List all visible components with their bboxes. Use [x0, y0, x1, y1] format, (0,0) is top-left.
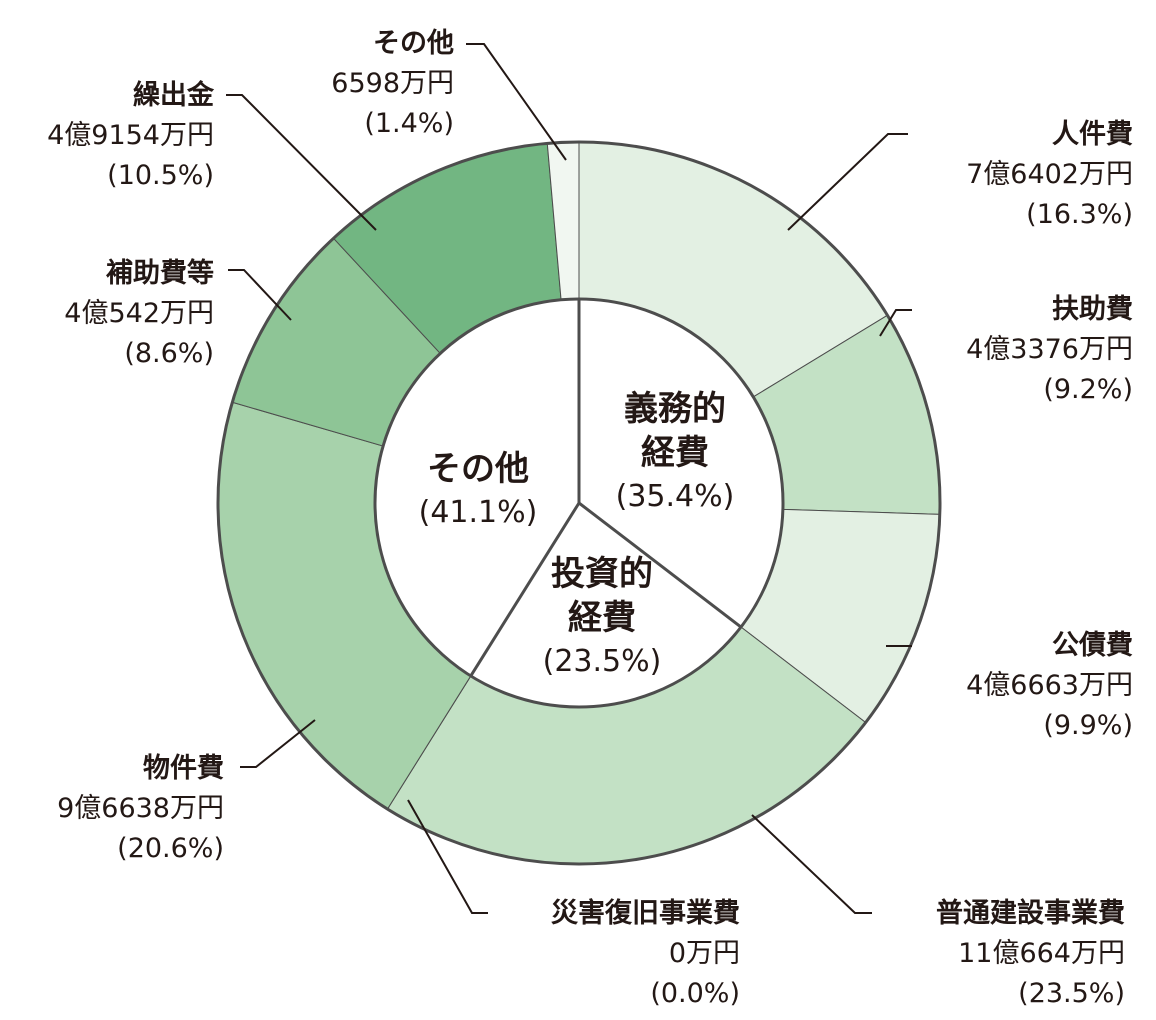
label-name-2: 公債費 — [1052, 630, 1133, 661]
label-name-8: その他 — [373, 28, 454, 59]
label-amount-5: 9億6638万円 — [57, 793, 224, 824]
inner-group-pct-2: (41.1%) — [419, 495, 538, 530]
inner-group-name-2-0: その他 — [427, 449, 529, 489]
label-amount-4: 0万円 — [669, 938, 740, 969]
label-amount-7: 4億9154万円 — [47, 120, 214, 151]
label-name-4: 災害復旧事業費 — [551, 897, 740, 929]
label-pct-0: (16.3%) — [1026, 199, 1133, 230]
label-name-1: 扶助費 — [1052, 294, 1133, 325]
label-pct-6: (8.6%) — [124, 338, 214, 369]
label-pct-8: (1.4%) — [364, 108, 454, 139]
label-name-0: 人件費 — [1052, 119, 1133, 150]
leader-line-6 — [228, 269, 292, 321]
label-pct-1: (9.2%) — [1043, 374, 1133, 405]
inner-group-name-1-1: 経費 — [568, 598, 636, 638]
inner-dividers — [469, 299, 742, 677]
inner-group-pct-1: (23.5%) — [543, 644, 662, 679]
inner-group-name-0-0: 義務的 — [624, 389, 726, 429]
inner-group-pct-0: (35.4%) — [616, 479, 735, 514]
label-amount-3: 11億664万円 — [958, 938, 1125, 969]
leader-line-3 — [751, 814, 872, 914]
label-pct-7: (10.5%) — [107, 160, 214, 191]
label-pct-5: (20.6%) — [117, 833, 224, 864]
leader-line-8 — [466, 43, 567, 161]
label-amount-1: 4億3376万円 — [966, 334, 1133, 365]
leader-lines — [226, 43, 912, 914]
leader-line-0 — [787, 133, 908, 231]
outer-ring-border — [216, 140, 942, 866]
label-pct-3: (23.5%) — [1018, 978, 1125, 1009]
label-pct-4: (0.0%) — [650, 978, 740, 1009]
label-amount-2: 4億6663万円 — [966, 670, 1133, 701]
inner-group-name-0-1: 経費 — [641, 433, 709, 473]
label-pct-2: (9.9%) — [1043, 710, 1133, 741]
label-name-7: 繰出金 — [133, 79, 215, 111]
leader-line-4 — [407, 799, 488, 914]
outer-labels: 人件費 7億6402万円 (16.3%) 扶助費 4億3376万円 (9.2%) 公債費 4億… — [47, 28, 1133, 1009]
label-amount-6: 4億542万円 — [64, 298, 214, 329]
leader-line-5 — [240, 719, 316, 768]
label-amount-0: 7億6402万円 — [966, 159, 1133, 190]
group-divider-2 — [469, 502, 581, 677]
label-name-3: 普通建設事業費 — [936, 897, 1125, 929]
group-divider-1 — [578, 501, 742, 629]
label-amount-8: 6598万円 — [331, 68, 454, 99]
inner-group-name-1-0: 投資的 — [551, 554, 653, 594]
leader-line-7 — [226, 94, 377, 231]
label-name-6: 補助費等 — [105, 257, 214, 289]
label-name-5: 物件費 — [143, 753, 224, 784]
leader-line-1 — [879, 309, 912, 337]
